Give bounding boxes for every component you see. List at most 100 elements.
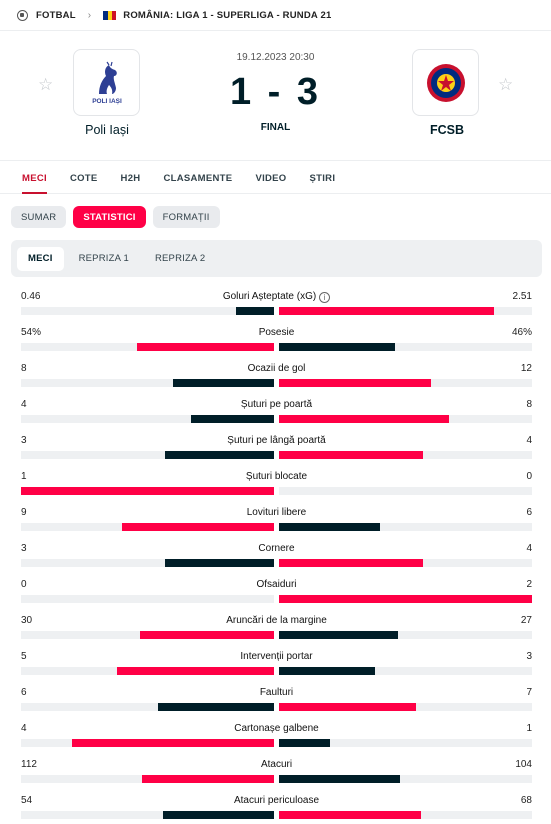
away-team-logo[interactable] bbox=[412, 49, 479, 116]
stat-home-value: 112 bbox=[21, 759, 37, 770]
stat-label-text: Ocazii de gol bbox=[247, 363, 306, 374]
stat-label-text: Cartonașe galbene bbox=[234, 723, 319, 734]
subtab-statistici[interactable]: STATISTICI bbox=[73, 206, 146, 228]
stat-home-track bbox=[21, 487, 274, 495]
tab-video[interactable]: VIDEO bbox=[255, 173, 287, 184]
breadcrumb-sport[interactable]: FOTBAL bbox=[36, 9, 76, 21]
stat-label-text: Goluri Așteptate (xG) bbox=[222, 291, 317, 302]
stat-away-bar bbox=[279, 451, 424, 459]
subtab-formatii[interactable]: FORMAȚII bbox=[152, 206, 220, 228]
stat-away-track bbox=[279, 739, 532, 747]
stat-home-value: 3 bbox=[21, 435, 27, 446]
stat-away-value: 4 bbox=[526, 435, 532, 446]
match-score: 1 - 3 bbox=[229, 71, 322, 113]
stat-away-value: 8 bbox=[526, 399, 532, 410]
stat-away-value: 46% bbox=[511, 327, 532, 338]
match-header: ☆ POLI IAȘI Poli Iași 19.12.2023 20:30 1… bbox=[0, 30, 551, 158]
stat-home-bar bbox=[21, 487, 274, 495]
stat-home-track bbox=[21, 811, 274, 819]
stat-row: 0.46 Goluri Așteptate (xG) i 2.51 bbox=[21, 284, 532, 320]
tab-h2h[interactable]: H2H bbox=[120, 173, 141, 184]
stat-away-value: 2.51 bbox=[512, 291, 532, 302]
stat-away-track bbox=[279, 631, 532, 639]
stat-away-bar bbox=[279, 811, 421, 819]
stat-away-bar bbox=[279, 343, 396, 351]
breadcrumb-competition[interactable]: ROMÂNIA: LIGA 1 - SUPERLIGA - RUNDA 21 bbox=[123, 9, 332, 21]
stat-label-text: Atacuri bbox=[260, 759, 293, 770]
stat-home-bar bbox=[137, 343, 274, 351]
stat-label-text: Aruncări de la margine bbox=[226, 615, 327, 626]
stat-away-track bbox=[279, 703, 532, 711]
period-repriza-1[interactable]: REPRIZA 1 bbox=[78, 253, 129, 264]
stat-home-bar bbox=[172, 379, 274, 387]
tab-cote[interactable]: COTE bbox=[69, 173, 98, 184]
stat-home-value: 5 bbox=[21, 651, 27, 662]
stat-label: Cornere bbox=[21, 543, 532, 554]
stat-home-bar bbox=[139, 631, 274, 639]
stat-label-text: Cornere bbox=[258, 543, 295, 554]
stat-row: 112 Atacuri 104 bbox=[21, 752, 532, 788]
tab-stiri[interactable]: ȘTIRI bbox=[309, 173, 336, 184]
stat-label: Goluri Așteptate (xG) i bbox=[21, 291, 532, 303]
breadcrumb: FOTBAL › ROMÂNIA: LIGA 1 - SUPERLIGA - R… bbox=[0, 0, 551, 30]
match-datetime: 19.12.2023 20:30 bbox=[236, 52, 315, 63]
stat-home-value: 4 bbox=[21, 399, 27, 410]
stat-row: 6 Faulturi 7 bbox=[21, 680, 532, 716]
stat-row: 8 Ocazii de gol 12 bbox=[21, 356, 532, 392]
stat-away-value: 68 bbox=[520, 795, 532, 806]
stat-away-value: 7 bbox=[526, 687, 532, 698]
stat-away-bar bbox=[279, 595, 532, 603]
stat-home-bar bbox=[165, 559, 274, 567]
stat-label-text: Posesie bbox=[258, 327, 295, 338]
favorite-star-icon-home[interactable]: ☆ bbox=[38, 75, 54, 94]
stat-row: 54% Posesie 46% bbox=[21, 320, 532, 356]
stat-away-track bbox=[279, 343, 532, 351]
period-meci[interactable]: MECI bbox=[17, 246, 64, 271]
tab-clasamente[interactable]: CLASAMENTE bbox=[163, 173, 233, 184]
stat-away-bar bbox=[279, 379, 431, 387]
stat-away-track bbox=[279, 775, 532, 783]
stat-home-track bbox=[21, 415, 274, 423]
stat-away-value: 6 bbox=[526, 507, 532, 518]
info-icon[interactable]: i bbox=[319, 292, 331, 303]
stat-label: Șuturi pe poartă bbox=[21, 399, 532, 410]
stat-label-text: Atacuri periculoase bbox=[233, 795, 320, 806]
stat-home-bar bbox=[236, 307, 274, 315]
stat-home-bar bbox=[157, 703, 274, 711]
stat-home-bar bbox=[71, 739, 274, 747]
stat-away-bar bbox=[279, 415, 449, 423]
romania-flag-icon bbox=[103, 10, 117, 20]
tab-meci[interactable]: MECI bbox=[22, 161, 47, 194]
period-repriza-2[interactable]: REPRIZA 2 bbox=[154, 253, 206, 264]
home-logo-text: POLI IAȘI bbox=[92, 98, 122, 105]
stat-label: Aruncări de la margine bbox=[21, 615, 532, 626]
away-team-name[interactable]: FCSB bbox=[429, 123, 465, 137]
stat-label-text: Intervenții portar bbox=[240, 651, 313, 662]
stat-home-bar bbox=[117, 667, 274, 675]
stat-away-value: 4 bbox=[526, 543, 532, 554]
favorite-star-icon-away[interactable]: ☆ bbox=[498, 75, 514, 94]
home-team-logo[interactable]: POLI IAȘI bbox=[73, 49, 140, 116]
stat-row: 0 Ofsaiduri 2 bbox=[21, 572, 532, 608]
stat-home-track bbox=[21, 451, 274, 459]
stat-home-track bbox=[21, 343, 274, 351]
stat-row: 3 Șuturi pe lângă poartă 4 bbox=[21, 428, 532, 464]
subtab-sumar[interactable]: SUMAR bbox=[11, 206, 67, 228]
stat-home-track bbox=[21, 739, 274, 747]
stat-away-bar bbox=[279, 523, 381, 531]
stat-away-bar bbox=[279, 307, 495, 315]
stat-home-bar bbox=[165, 451, 274, 459]
stats-list: 0.46 Goluri Așteptate (xG) i 2.51 54% Posesie… bbox=[21, 284, 532, 824]
stat-label: Lovituri libere bbox=[21, 507, 532, 518]
stat-home-bar bbox=[122, 523, 274, 531]
stat-away-track bbox=[279, 559, 532, 567]
stat-away-value: 104 bbox=[515, 759, 532, 770]
home-team-name[interactable]: Poli Iași bbox=[85, 123, 129, 137]
stat-away-value: 12 bbox=[520, 363, 532, 374]
stat-label-text: Faulturi bbox=[259, 687, 294, 698]
chevron-right-icon: › bbox=[87, 9, 92, 21]
stat-home-bar bbox=[142, 775, 274, 783]
stat-away-track bbox=[279, 487, 532, 495]
stat-away-bar bbox=[279, 559, 424, 567]
stat-label: Atacuri bbox=[21, 759, 532, 770]
